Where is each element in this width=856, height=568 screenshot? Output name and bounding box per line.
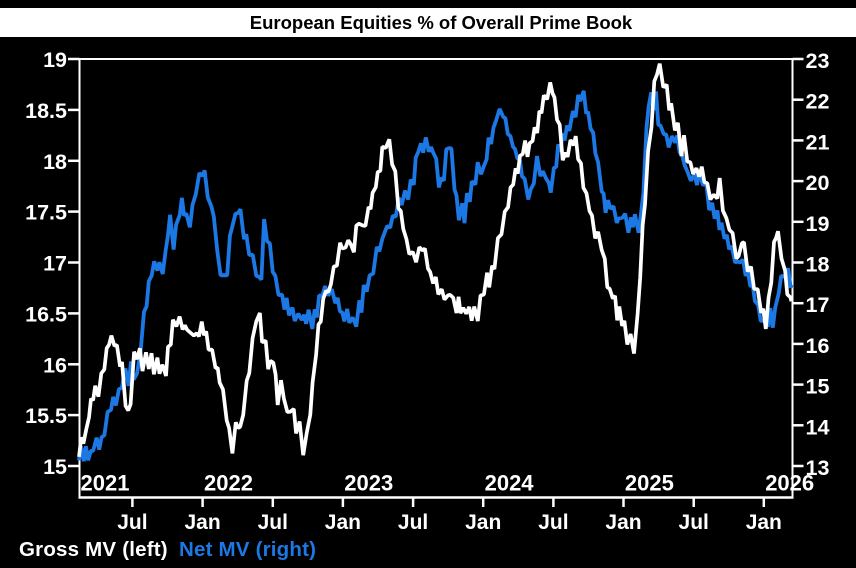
svg-text:17: 17 [806, 293, 830, 317]
svg-text:15: 15 [806, 375, 830, 399]
svg-text:19: 19 [43, 48, 67, 72]
svg-text:Jul: Jul [398, 511, 428, 534]
svg-text:2023: 2023 [344, 471, 393, 496]
svg-text:19: 19 [806, 212, 830, 236]
svg-text:18.5: 18.5 [25, 99, 67, 123]
svg-text:18: 18 [43, 150, 67, 174]
svg-text:16.5: 16.5 [25, 302, 67, 326]
svg-text:14: 14 [806, 415, 830, 439]
svg-text:Jul: Jul [258, 511, 288, 534]
svg-text:2024: 2024 [485, 471, 535, 496]
svg-text:18: 18 [806, 253, 830, 277]
svg-text:Jan: Jan [746, 511, 782, 534]
svg-text:Gross MV (left): Gross MV (left) [19, 538, 168, 561]
svg-text:Jul: Jul [679, 511, 709, 534]
svg-text:15: 15 [43, 455, 67, 479]
svg-text:Jan: Jan [185, 511, 221, 534]
svg-text:Jan: Jan [605, 511, 641, 534]
svg-text:16: 16 [806, 334, 830, 358]
svg-text:2021: 2021 [81, 471, 130, 496]
svg-text:European Equities % of Overall: European Equities % of Overall Prime Boo… [250, 12, 633, 33]
svg-text:Jan: Jan [465, 511, 501, 534]
svg-text:Jul: Jul [117, 511, 147, 534]
svg-text:22: 22 [806, 90, 830, 114]
svg-text:15.5: 15.5 [25, 404, 67, 428]
svg-text:2025: 2025 [625, 471, 674, 496]
svg-text:2026: 2026 [765, 471, 814, 496]
svg-text:20: 20 [806, 171, 830, 195]
svg-text:17: 17 [43, 252, 67, 276]
svg-text:Jan: Jan [325, 511, 361, 534]
svg-text:Jul: Jul [538, 511, 568, 534]
svg-text:13: 13 [806, 456, 830, 480]
svg-text:23: 23 [806, 49, 830, 73]
svg-text:21: 21 [806, 130, 830, 154]
svg-text:Net MV (right): Net MV (right) [179, 538, 316, 561]
svg-text:2022: 2022 [204, 471, 253, 496]
svg-text:17.5: 17.5 [25, 201, 67, 225]
svg-text:16: 16 [43, 353, 67, 377]
